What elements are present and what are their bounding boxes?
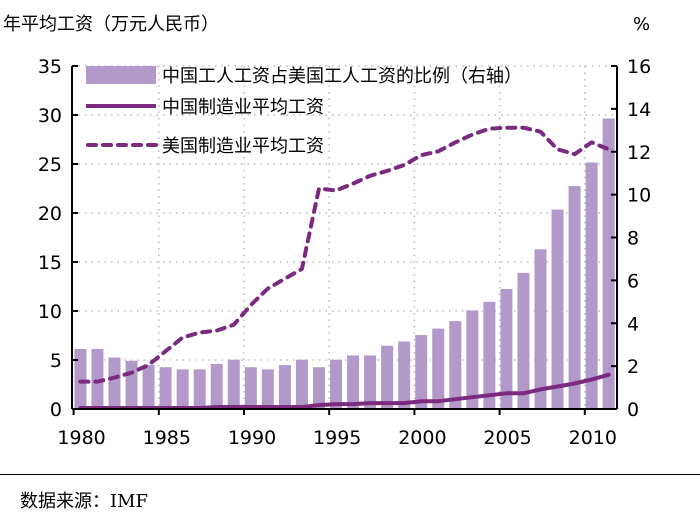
x-tick-label: 1980 [57, 427, 105, 449]
left-tick-label: 35 [38, 56, 62, 78]
left-tick-label: 30 [38, 105, 62, 127]
right-tick-label: 14 [627, 99, 651, 121]
footer-divider [0, 474, 700, 475]
bar-1988 [210, 363, 223, 409]
legend-label-bar: 中国工人工资占美国工人工资的比例（右轴） [162, 66, 522, 87]
bar-2008 [551, 209, 564, 409]
bar-2010 [585, 162, 598, 409]
bar-1996 [347, 355, 360, 409]
left-tick-label: 25 [38, 154, 62, 176]
bar-2002 [449, 321, 462, 409]
bar-1983 [125, 360, 138, 409]
left-tick-label: 10 [38, 301, 62, 323]
right-tick-label: 2 [627, 356, 639, 378]
right-tick-label: 10 [627, 185, 651, 207]
x-tick-label: 1985 [143, 427, 191, 449]
bar-1999 [398, 341, 411, 409]
bar-1984 [142, 365, 155, 409]
left-tick-label: 5 [50, 350, 62, 372]
bar-2004 [483, 301, 496, 409]
bar-1990 [244, 367, 257, 409]
legend-label-china: 中国制造业平均工资 [162, 97, 324, 118]
bar-1991 [261, 369, 274, 409]
bar-2007 [534, 249, 547, 409]
bar-1980 [74, 348, 87, 409]
x-tick-label: 2000 [398, 427, 446, 449]
bar-1985 [159, 367, 172, 409]
right-tick-label: 4 [627, 313, 639, 335]
source-note: 数据来源：IMF [20, 491, 149, 512]
left-tick-label: 20 [38, 203, 62, 225]
bar-2003 [466, 310, 479, 409]
right-tick-label: 12 [627, 142, 651, 164]
bar-1992 [278, 365, 291, 409]
x-tick-label: 2005 [483, 427, 531, 449]
x-tick-label: 1995 [313, 427, 361, 449]
bar-1998 [381, 345, 394, 409]
legend-label-us: 美国制造业平均工资 [162, 136, 324, 157]
right-tick-label: 16 [627, 56, 651, 78]
right-tick-label: 0 [627, 399, 639, 421]
left-tick-label: 15 [38, 252, 62, 274]
bar-1981 [91, 348, 104, 409]
bar-1994 [312, 367, 325, 409]
bar-1986 [176, 369, 189, 409]
chart-svg: 0 5 10 15 20 25 30 35 0 2 4 6 8 10 12 14 16 1980 1985 1990 1… [3, 14, 651, 449]
bar-1997 [364, 355, 377, 409]
bar-1987 [193, 369, 206, 409]
left-axis-title: 年平均工资（万元人民币） [3, 14, 219, 35]
left-tick-label: 0 [50, 399, 62, 421]
bar-2001 [432, 328, 445, 409]
right-tick-label: 6 [627, 270, 639, 292]
bar-2000 [415, 335, 428, 409]
us-wage-line [78, 125, 611, 384]
x-tick-label: 2010 [569, 427, 617, 449]
right-axis-title: % [633, 14, 650, 35]
bar-2006 [517, 272, 530, 409]
right-tick-label: 8 [627, 228, 639, 250]
bar-2009 [568, 186, 581, 409]
bar-1995 [330, 359, 343, 409]
bar-1982 [108, 357, 121, 409]
bar-2011 [602, 118, 615, 409]
bar-2005 [500, 288, 513, 409]
bar-1993 [295, 359, 308, 409]
legend-swatch-bar [86, 66, 156, 84]
x-tick-label: 1990 [228, 427, 276, 449]
bar-1989 [227, 359, 240, 409]
